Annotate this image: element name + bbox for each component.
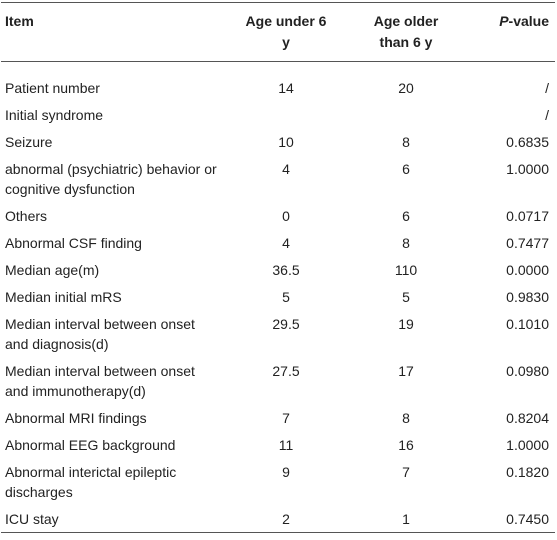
cell: 0 <box>282 208 290 224</box>
row-label: Patient number <box>5 80 100 96</box>
cell: 4 <box>282 161 290 177</box>
cell: 36.5 <box>272 262 300 278</box>
row-label: Abnormal MRI findings <box>5 410 147 426</box>
cell: 1 <box>402 511 410 527</box>
cell: 16 <box>398 437 414 453</box>
cell: 0.0980 <box>506 363 549 379</box>
table-body: Patient number 14 20/Initial syndrome / Seiz… <box>1 62 555 533</box>
table-row: Median age(m) 36.5 110 0.0000 <box>1 256 555 283</box>
data-table: Item Age under 6 y Age older than 6 y P-val… <box>1 2 555 533</box>
row-label: Median interval between onset and immuno… <box>5 363 195 399</box>
table-row: Others 0 6 0.0717 <box>1 202 555 229</box>
column-header: P-value <box>466 3 555 62</box>
row-label: abnormal (psychiatric) behavior or cogni… <box>5 161 217 197</box>
cell: 27.5 <box>272 363 300 379</box>
row-label: Abnormal interictal epileptic discharges <box>5 464 177 500</box>
column-header-text: P-value <box>499 13 549 29</box>
row-label: Abnormal EEG background <box>5 437 176 453</box>
cell: 1.0000 <box>506 161 549 177</box>
table-header: Item Age under 6 y Age older than 6 y P-val… <box>1 2 555 62</box>
header-row: Item Age under 6 y Age older than 6 y P-val… <box>1 2 555 62</box>
column-header: Age under 6 y <box>226 3 346 62</box>
column-header: Age older than 6 y <box>346 3 466 62</box>
cell: 7 <box>282 410 290 426</box>
cell <box>346 101 466 128</box>
cell: 4 <box>282 235 290 251</box>
table-row: Seizure 10 8 0.6835 <box>1 128 555 155</box>
table-row: ICU stay 2 1 0.7450 <box>1 505 555 533</box>
cell: 7 <box>402 464 410 480</box>
cell: 11 <box>278 437 294 453</box>
table-row: abnormal (psychiatric) behavior or cogni… <box>1 155 555 202</box>
cell: 110 <box>394 262 418 278</box>
row-label: Initial syndrome <box>5 107 104 123</box>
row-label: Median age(m) <box>5 262 100 278</box>
cell: 9 <box>282 464 290 480</box>
cell: 14 <box>278 80 294 96</box>
table-row: Abnormal MRI findings 7 8 0.8204 <box>1 404 555 431</box>
cell <box>226 101 346 128</box>
cell: 20 <box>398 80 414 96</box>
row-label: Seizure <box>5 134 53 150</box>
table-row: Initial syndrome / <box>1 101 555 128</box>
column-header: Item <box>1 3 226 62</box>
cell: 10 <box>278 134 294 150</box>
cell: 0.1010 <box>506 316 549 332</box>
row-label: Median initial mRS <box>5 289 122 305</box>
cell: 0.8204 <box>506 410 549 426</box>
cell: 2 <box>282 511 290 527</box>
table-row: Median interval between onset and diagno… <box>1 310 555 357</box>
table-row: Abnormal CSF finding 4 8 0.7477 <box>1 229 555 256</box>
cell: 17 <box>398 363 414 379</box>
row-label: Abnormal CSF finding <box>5 235 142 251</box>
cell: 0.9830 <box>506 289 549 305</box>
cell: 1.0000 <box>506 437 549 453</box>
cell: 8 <box>402 134 410 150</box>
table-row: Abnormal interictal epileptic discharges… <box>1 458 555 505</box>
row-label: Median interval between onset and diagno… <box>5 316 195 352</box>
table-row: Abnormal EEG background 11 16 1.0000 <box>1 431 555 458</box>
cell: 6 <box>402 208 410 224</box>
cell: 0.7477 <box>506 235 549 251</box>
cell: 0.6835 <box>506 134 549 150</box>
cell: 29.5 <box>272 316 300 332</box>
table-row: Patient number 14 20 / <box>1 62 555 102</box>
cell: / <box>545 107 549 123</box>
cell: 5 <box>402 289 410 305</box>
table-row: Median initial mRS 5 5 0.9830 <box>1 283 555 310</box>
cell: 0.0000 <box>506 262 549 278</box>
column-header-text: Item <box>5 13 34 29</box>
cell: 0.0717 <box>506 208 549 224</box>
cell: 0.1820 <box>506 464 549 480</box>
row-label: Others <box>5 208 48 224</box>
cell: 19 <box>398 316 414 332</box>
column-header-text: Age under 6 y <box>245 13 327 50</box>
table-row: Median interval between onset and immuno… <box>1 357 555 404</box>
cell: 8 <box>402 235 410 251</box>
column-header-text: Age older than 6 y <box>373 13 439 50</box>
cell: 6 <box>402 161 410 177</box>
cell: 5 <box>282 289 290 305</box>
cell: / <box>545 80 549 96</box>
cell: 8 <box>402 410 410 426</box>
cell: 0.7450 <box>506 511 549 527</box>
row-label: ICU stay <box>5 511 59 527</box>
